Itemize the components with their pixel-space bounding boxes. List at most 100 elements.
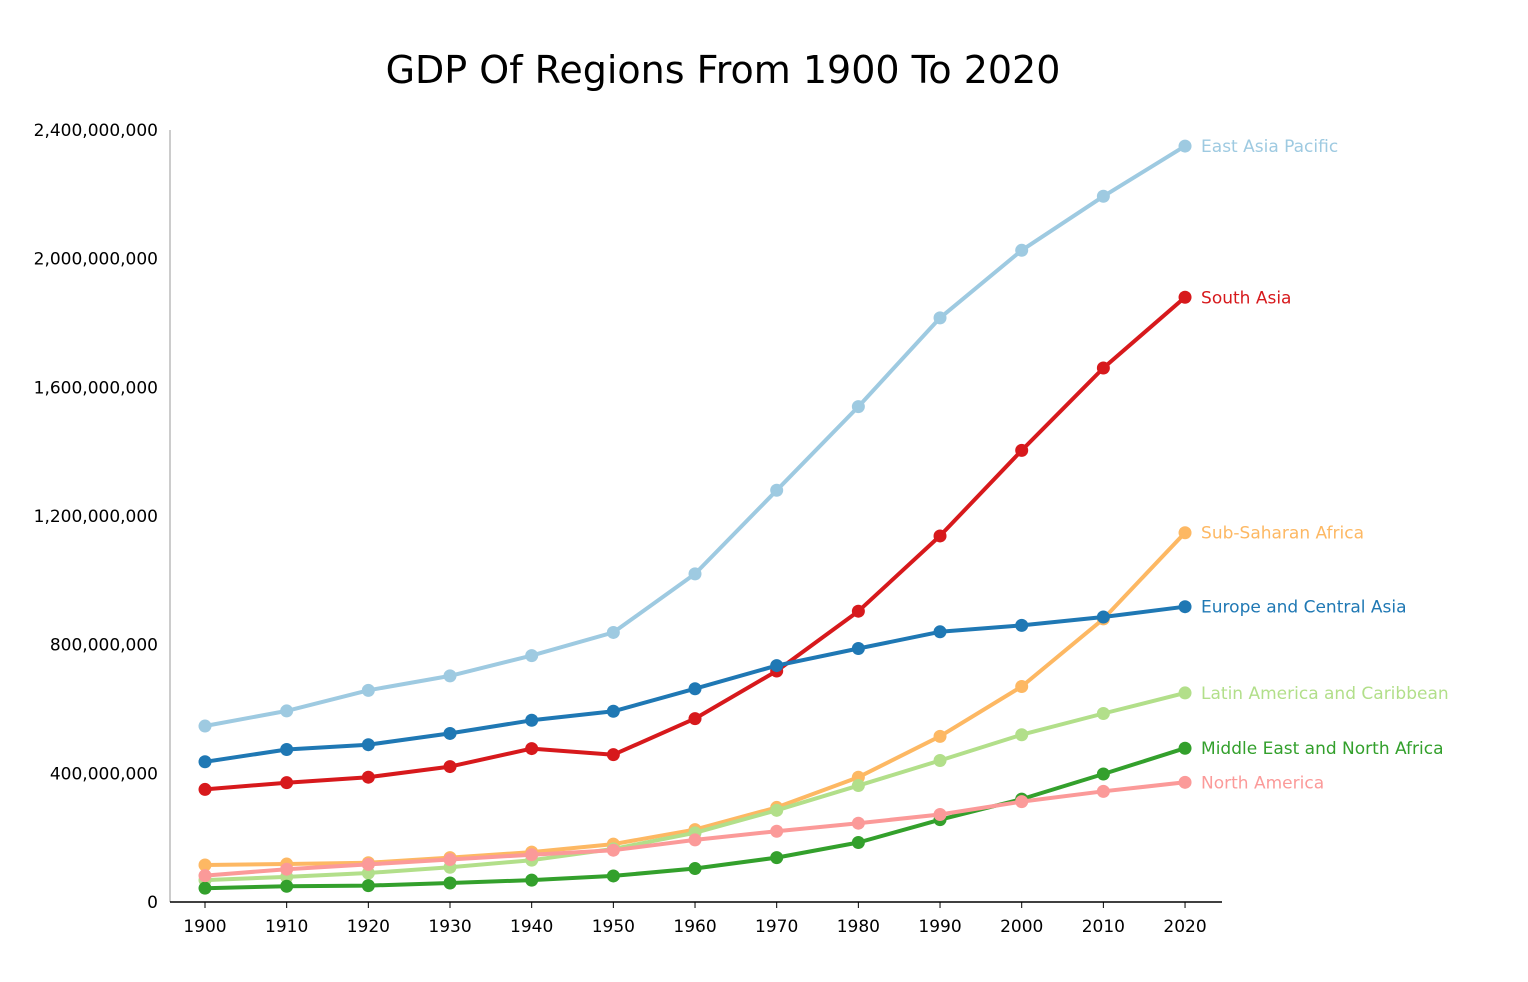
x-tick-label: 2000 bbox=[1000, 917, 1043, 937]
data-point bbox=[688, 712, 702, 726]
data-point bbox=[606, 704, 620, 718]
data-point bbox=[1178, 741, 1192, 755]
data-point bbox=[688, 862, 702, 876]
data-point bbox=[933, 808, 947, 822]
y-tick-label: 0 bbox=[147, 893, 158, 913]
series-group bbox=[198, 741, 1192, 895]
data-point bbox=[1015, 443, 1029, 457]
series-label: East Asia Pacific bbox=[1201, 137, 1338, 157]
data-point bbox=[280, 862, 294, 876]
x-tick-label: 1930 bbox=[428, 917, 471, 937]
data-point bbox=[770, 851, 784, 865]
data-point bbox=[851, 835, 865, 849]
data-point bbox=[443, 876, 457, 890]
x-tick-label: 2020 bbox=[1163, 917, 1206, 937]
series-group bbox=[198, 290, 1192, 796]
data-point bbox=[851, 642, 865, 656]
series-label: Sub-Saharan Africa bbox=[1201, 524, 1364, 544]
data-point bbox=[198, 881, 212, 895]
data-point bbox=[443, 853, 457, 867]
data-point bbox=[361, 770, 375, 784]
data-point bbox=[770, 659, 784, 673]
x-tick-label: 1910 bbox=[265, 917, 308, 937]
y-tick-label: 1,600,000,000 bbox=[34, 378, 158, 398]
data-point bbox=[280, 879, 294, 893]
y-tick-label: 1,200,000,000 bbox=[34, 507, 158, 527]
x-axis: 1900 1910 1920 1930 1940 1950 1960 1970 1980 1990… bbox=[170, 901, 1222, 937]
x-tick-label: 1960 bbox=[673, 917, 716, 937]
data-point bbox=[280, 704, 294, 718]
data-point bbox=[1096, 361, 1110, 375]
data-point bbox=[688, 682, 702, 696]
data-point bbox=[1015, 243, 1029, 257]
data-point bbox=[443, 669, 457, 683]
data-point bbox=[851, 779, 865, 793]
data-point bbox=[1178, 775, 1192, 789]
series-label: Europe and Central Asia bbox=[1201, 598, 1407, 618]
data-point bbox=[1178, 139, 1192, 153]
series-group bbox=[198, 139, 1192, 733]
data-point bbox=[198, 755, 212, 769]
data-point bbox=[933, 625, 947, 639]
data-point bbox=[933, 529, 947, 543]
data-point bbox=[443, 726, 457, 740]
series-label: North America bbox=[1201, 773, 1324, 793]
data-point bbox=[361, 683, 375, 697]
data-point bbox=[1096, 707, 1110, 721]
data-point bbox=[1178, 686, 1192, 700]
data-point bbox=[525, 873, 539, 887]
data-point bbox=[525, 848, 539, 862]
chart-title: GDP Of Regions From 1900 To 2020 bbox=[385, 48, 1061, 92]
data-point bbox=[198, 782, 212, 796]
data-point bbox=[525, 742, 539, 756]
data-point bbox=[1015, 679, 1029, 693]
data-point bbox=[688, 567, 702, 581]
series-label: South Asia bbox=[1201, 288, 1291, 308]
y-axis: 0 400,000,000 800,000,000 1,200,000,000 1,60… bbox=[34, 121, 171, 913]
data-point bbox=[198, 719, 212, 733]
data-point bbox=[770, 803, 784, 817]
data-point bbox=[1178, 290, 1192, 304]
y-tick-label: 400,000,000 bbox=[50, 764, 158, 784]
data-point bbox=[770, 483, 784, 497]
data-point bbox=[1178, 526, 1192, 540]
data-point bbox=[688, 833, 702, 847]
data-point bbox=[606, 748, 620, 762]
data-point bbox=[1096, 610, 1110, 624]
data-point bbox=[933, 753, 947, 767]
series-group bbox=[198, 600, 1192, 769]
data-point bbox=[443, 760, 457, 774]
data-point bbox=[1015, 795, 1029, 809]
data-point bbox=[606, 869, 620, 883]
y-tick-label: 2,400,000,000 bbox=[34, 121, 158, 141]
x-tick-label: 1980 bbox=[837, 917, 880, 937]
data-point bbox=[361, 738, 375, 752]
y-tick-label: 800,000,000 bbox=[50, 636, 158, 656]
series-labels: East Asia Pacific South Asia Sub-Saharan A… bbox=[1201, 137, 1449, 793]
y-tick-label: 2,000,000,000 bbox=[34, 250, 158, 270]
data-point bbox=[361, 879, 375, 893]
x-tick-label: 1900 bbox=[183, 917, 226, 937]
data-point bbox=[606, 625, 620, 639]
data-point bbox=[1096, 767, 1110, 781]
data-point bbox=[770, 824, 784, 838]
data-point bbox=[361, 857, 375, 871]
series-label: Middle East and North Africa bbox=[1201, 739, 1443, 759]
data-point bbox=[933, 311, 947, 325]
data-point bbox=[1096, 189, 1110, 203]
x-tick-label: 1970 bbox=[755, 917, 798, 937]
data-point bbox=[1015, 618, 1029, 632]
data-point bbox=[525, 713, 539, 727]
series-label: Latin America and Caribbean bbox=[1201, 684, 1449, 704]
data-point bbox=[198, 869, 212, 883]
data-point bbox=[851, 816, 865, 830]
data-point bbox=[280, 743, 294, 757]
data-point bbox=[525, 649, 539, 663]
data-point bbox=[933, 729, 947, 743]
data-point bbox=[198, 858, 212, 872]
x-tick-label: 1990 bbox=[918, 917, 961, 937]
data-point bbox=[1178, 600, 1192, 614]
data-point bbox=[851, 604, 865, 618]
x-tick-label: 1920 bbox=[347, 917, 390, 937]
